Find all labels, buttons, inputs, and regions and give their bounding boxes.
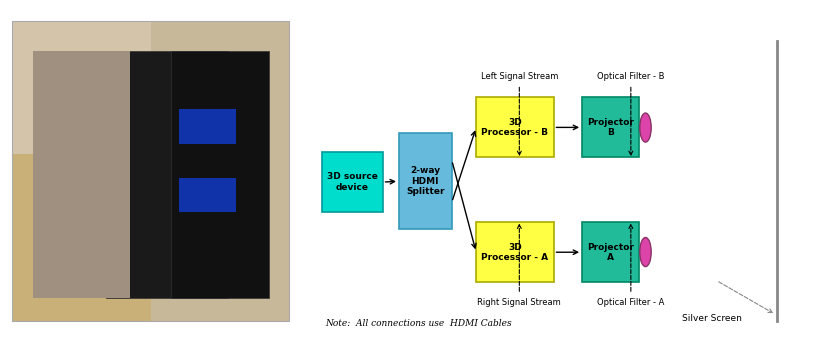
Text: Optical Filter - B: Optical Filter - B [597,73,664,81]
Text: Optical Filter - A: Optical Filter - A [597,298,664,307]
FancyBboxPatch shape [322,152,383,212]
FancyBboxPatch shape [12,21,151,154]
Ellipse shape [640,237,651,267]
Text: Projector
A: Projector A [587,242,634,262]
FancyBboxPatch shape [582,97,639,157]
Text: 2-way
HDMI
Splitter: 2-way HDMI Splitter [406,166,444,196]
FancyBboxPatch shape [12,21,289,321]
FancyBboxPatch shape [171,51,269,298]
FancyBboxPatch shape [582,222,639,282]
FancyBboxPatch shape [476,97,554,157]
FancyBboxPatch shape [106,51,228,298]
Text: Note:  All connections use  HDMI Cables: Note: All connections use HDMI Cables [326,319,512,328]
Text: Right Signal Stream: Right Signal Stream [478,298,561,307]
Text: 3D
Processor - B: 3D Processor - B [481,118,549,137]
FancyBboxPatch shape [179,109,236,144]
FancyBboxPatch shape [476,222,554,282]
Text: Silver Screen: Silver Screen [682,314,742,323]
FancyBboxPatch shape [33,51,130,298]
Text: 3D source
device: 3D source device [326,172,378,192]
Text: Projector
B: Projector B [587,118,634,137]
FancyBboxPatch shape [179,178,236,212]
Text: 3D
Processor - A: 3D Processor - A [481,242,549,262]
Text: Left Signal Stream: Left Signal Stream [480,73,558,81]
Ellipse shape [640,113,651,142]
FancyBboxPatch shape [399,133,452,229]
FancyBboxPatch shape [12,154,151,321]
